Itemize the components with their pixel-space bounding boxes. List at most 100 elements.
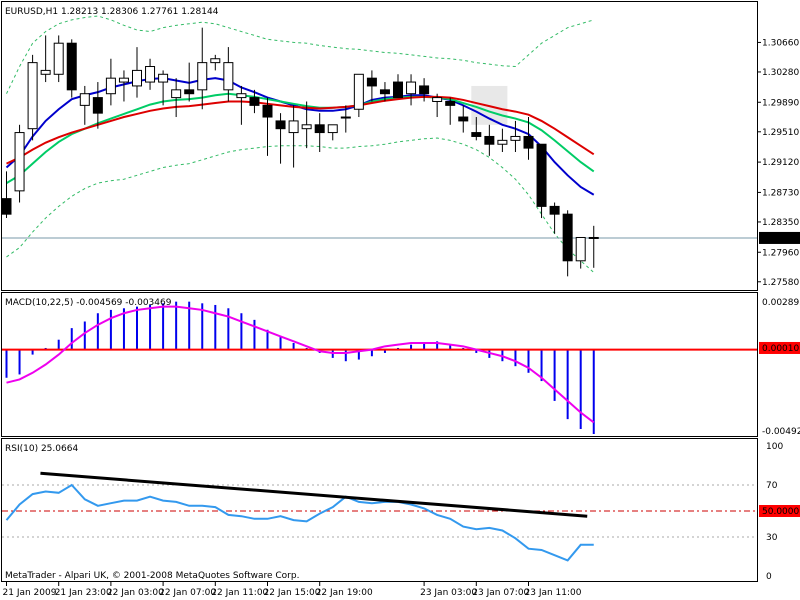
- axes: 1.30660 1.30280 1.29890 1.29510 1.29120 1.287…: [3, 38, 800, 598]
- candle: [223, 47, 234, 102]
- candle-body: [379, 89, 390, 95]
- candle-body: [262, 104, 273, 118]
- candle-body: [510, 135, 521, 141]
- candle-body: [1, 198, 12, 215]
- candle-body: [562, 213, 573, 262]
- candle-body: [497, 139, 508, 145]
- candle-body: [118, 77, 129, 83]
- candle: [288, 105, 299, 168]
- candle: [484, 124, 495, 156]
- candle: [210, 54, 221, 71]
- current-price-label: 1.28144: [762, 234, 799, 244]
- candle: [171, 78, 182, 118]
- candle-body: [366, 77, 377, 87]
- candle: [262, 97, 273, 156]
- candle-body: [158, 73, 169, 83]
- time-tick-label: 23 Jan 03:00: [420, 588, 477, 598]
- candle-body: [40, 69, 51, 75]
- price-tick-label: 1.30280: [762, 68, 799, 78]
- candle: [105, 58, 116, 106]
- candle: [536, 143, 547, 219]
- candle-body: [458, 116, 469, 122]
- candle-body: [184, 89, 195, 95]
- candle: [445, 97, 456, 125]
- candle: [145, 58, 156, 90]
- candle: [79, 85, 90, 125]
- time-tick-label: 21 Jan 2009: [3, 588, 57, 598]
- candle: [27, 54, 38, 141]
- rsi-trendline: [40, 471, 588, 518]
- candle: [497, 128, 508, 152]
- candle: [393, 74, 403, 99]
- bollinger-upper: [6, 15, 594, 94]
- price-tick-label: 1.29890: [762, 98, 799, 108]
- candle-body: [340, 116, 351, 119]
- time-tick-label: 22 Jan 07:00: [159, 588, 216, 598]
- macd-signal-line: [6, 305, 595, 424]
- candle-body: [471, 132, 482, 137]
- candle-body: [288, 120, 299, 134]
- candle-body: [588, 236, 599, 239]
- candle: [40, 35, 51, 83]
- price-plot: [1, 15, 757, 277]
- candle-body: [406, 81, 417, 95]
- candle: [92, 82, 103, 129]
- candle-body: [536, 143, 547, 207]
- candle-body: [132, 69, 142, 87]
- candle: [158, 70, 169, 106]
- time-tick-label: 22 Jan 19:00: [316, 588, 373, 598]
- candle-body: [432, 97, 443, 102]
- candle-body: [145, 66, 156, 83]
- candle-body: [66, 42, 77, 91]
- price-tick-label: 1.28350: [762, 218, 799, 228]
- candle-body: [484, 135, 495, 145]
- macd-tick-label: 0.002893: [762, 298, 800, 308]
- candle-body: [575, 236, 586, 262]
- rsi-tick-label: 100: [766, 442, 783, 452]
- rsi-plot: [2, 471, 757, 562]
- price-panel[interactable]: [1, 1, 758, 291]
- candle: [406, 74, 417, 106]
- candle: [14, 124, 25, 203]
- macd-zero-label: 0.00010: [762, 344, 799, 354]
- candle: [53, 35, 64, 83]
- candle: [314, 113, 325, 152]
- candle: [340, 105, 351, 133]
- candle-body: [353, 73, 364, 110]
- candle: [510, 120, 521, 152]
- candle-body: [79, 93, 90, 106]
- candle: [419, 78, 430, 102]
- rsi-tick-label: 0: [766, 572, 772, 582]
- footer-copyright: MetaTrader - Alpari UK, © 2001-2008 Meta…: [5, 571, 299, 581]
- candle-body: [275, 120, 286, 130]
- price-tick-label: 1.28730: [762, 188, 799, 198]
- candle: [353, 73, 364, 118]
- candle: [523, 117, 534, 160]
- current-price-box: [759, 231, 800, 244]
- candle-body: [27, 62, 38, 130]
- candle: [379, 82, 390, 102]
- macd-tick-label: -0.00492: [762, 427, 800, 437]
- candle-body: [92, 97, 103, 114]
- price-tick-label: 1.27580: [762, 278, 799, 288]
- candle: [118, 70, 129, 102]
- macd-panel[interactable]: [1, 292, 758, 437]
- candle: [575, 236, 586, 269]
- candle: [236, 85, 247, 125]
- candle: [184, 62, 195, 102]
- candle: [432, 93, 443, 118]
- candle: [327, 124, 338, 141]
- moving-average-2: [5, 92, 595, 184]
- candle: [197, 27, 208, 110]
- price-panel-title: EURUSD,H1 1.28213 1.28306 1.27761 1.2814…: [5, 7, 219, 17]
- rsi-tick-label: 30: [766, 533, 778, 543]
- macd-plot: [2, 301, 757, 434]
- candle: [249, 89, 260, 114]
- rsi-panel[interactable]: [1, 438, 758, 582]
- candle-body: [249, 97, 260, 106]
- candle: [132, 47, 142, 98]
- candle-body: [445, 100, 456, 106]
- candle-body: [210, 58, 221, 64]
- candle-body: [314, 124, 325, 134]
